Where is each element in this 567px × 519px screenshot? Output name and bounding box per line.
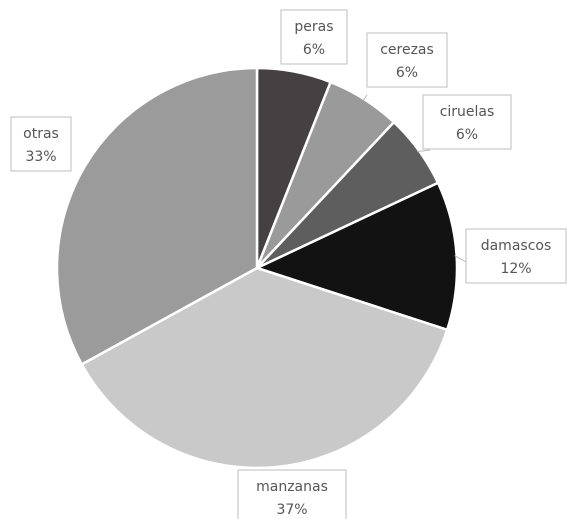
data-label-category: otras: [23, 126, 59, 142]
data-label-percent: 6%: [303, 42, 325, 58]
data-label-manzanas: manzanas 37%: [237, 469, 347, 519]
data-label-percent: 6%: [396, 65, 418, 81]
data-label-cerezas: cerezas 6%: [366, 32, 448, 88]
data-label-percent: 12%: [500, 261, 531, 277]
pie-slice-otras: [55, 66, 259, 366]
data-label-box: [280, 9, 348, 65]
data-label-category: cerezas: [380, 42, 434, 58]
data-labels: peras 6% cerezas 6% ciruelas 6% damascos 12% man…: [10, 9, 567, 519]
pie-slices: [55, 66, 459, 470]
data-label-category: damascos: [481, 238, 552, 254]
leader-line-damascos: [454, 255, 467, 263]
data-label-ciruelas: ciruelas 6%: [422, 94, 512, 150]
data-label-percent: 33%: [25, 149, 56, 165]
data-label-category: manzanas: [256, 479, 328, 495]
data-label-peras: peras 6%: [280, 9, 348, 65]
data-label-box: [366, 32, 448, 88]
data-label-category: peras: [294, 19, 333, 35]
pie-slice-damascos: [255, 181, 459, 332]
data-label-damascos: damascos 12%: [465, 228, 567, 284]
data-label-percent: 6%: [456, 127, 478, 143]
data-label-box: [237, 469, 347, 519]
leader-line-ciruelas: [417, 149, 431, 153]
data-label-category: ciruelas: [440, 104, 495, 120]
data-label-box: [422, 94, 512, 150]
data-label-otras: otras 33%: [10, 116, 72, 172]
leader-lines: [362, 94, 467, 263]
leader-line-cerezas: [362, 94, 368, 102]
data-label-box: [10, 116, 72, 172]
data-label-percent: 37%: [276, 502, 307, 518]
data-label-box: [465, 228, 567, 284]
pie-slice-manzanas: [80, 266, 449, 470]
